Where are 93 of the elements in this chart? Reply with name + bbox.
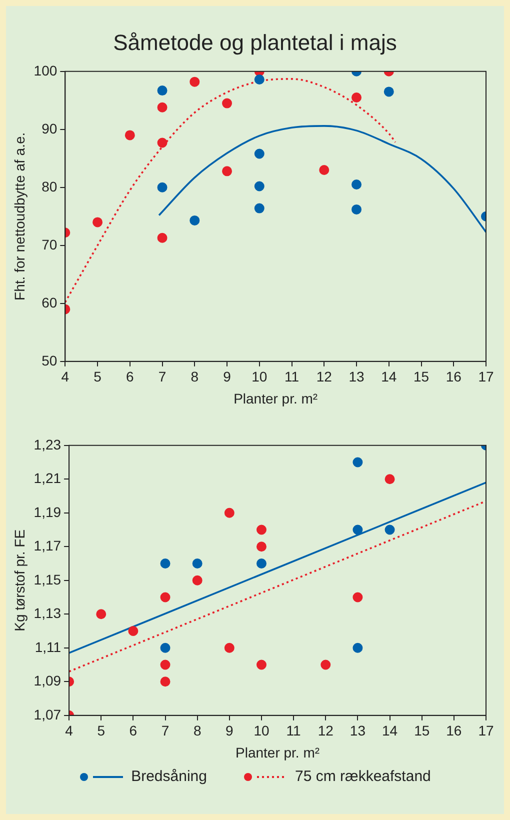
x-tick-label: 8 [190,368,199,385]
y-tick-label: 1,11 [34,638,62,655]
point [352,642,363,653]
x-tick-label: 5 [94,368,102,385]
point [384,474,395,484]
point [190,76,200,87]
point [92,217,103,228]
x-tick-label: 15 [414,722,430,739]
y-tick-label: 1,07 [34,706,62,722]
x-axis-title: Planter pr. m² [234,390,318,406]
point [256,558,266,569]
y-tick-label: 60 [42,294,58,310]
y-tick-label: 90 [42,120,58,136]
x-tick-label: 6 [129,722,138,739]
point [352,92,362,102]
point [192,575,202,586]
x-tick-label: 17 [478,722,494,739]
line-series [158,125,486,233]
x-tick-label: 7 [161,722,170,739]
legend-label: 75 cm rækkeafstand [294,768,431,785]
x-tick-label: 8 [193,722,202,739]
point [192,558,202,569]
point [256,524,266,535]
x-tick-label: 11 [286,722,302,739]
point [254,181,264,192]
x-tick-label: 13 [348,368,365,385]
y-tick-label: 1,23 [34,436,62,452]
point [157,182,168,192]
point [224,642,234,653]
point [254,74,264,85]
point [254,203,264,214]
x-tick-label: 9 [226,722,234,739]
point [124,130,135,140]
point [256,542,266,552]
point [160,676,170,687]
y-tick-label: 1,09 [34,672,62,689]
y-tick-label: 1,15 [34,571,62,588]
x-tick-label: 4 [65,722,74,739]
point [352,457,363,468]
x-tick-label: 16 [446,722,462,739]
point [157,138,168,148]
y-tick-label: 1,19 [34,504,62,520]
x-tick-label: 17 [478,368,494,385]
x-tick-label: 7 [158,368,166,385]
y-axis-title: Kg tørstof pr. FE [11,529,28,632]
x-tick-label: 14 [381,368,397,385]
point [384,86,394,97]
legend-label: Bredsåning [131,768,207,785]
point [160,592,170,602]
x-tick-label: 12 [318,722,334,739]
x-tick-label: 6 [126,368,134,385]
point [352,204,362,214]
point [320,660,331,670]
point [224,508,234,518]
x-tick-label: 13 [350,722,366,739]
x-tick-label: 4 [61,368,70,385]
x-tick-label: 9 [223,368,232,385]
point [190,215,200,226]
y-tick-label: 70 [42,236,58,252]
y-tick-label: 80 [42,178,58,194]
point [352,524,363,535]
point [128,626,138,636]
point [157,102,168,112]
point [157,232,168,243]
point [352,592,363,602]
x-tick-label: 12 [316,368,332,385]
point [254,148,264,159]
y-tick-label: 50 [42,352,58,368]
y-tick-label: 1,21 [34,470,62,486]
x-tick-label: 11 [284,368,300,385]
x-axis-title: Planter pr. m² [236,744,320,760]
y-tick-label: 1,13 [34,605,62,622]
y-axis-title: Fht. for nettoudbytte af a.e. [11,132,28,300]
point [160,558,170,569]
point [352,180,362,190]
y-tick-label: 100 [34,62,58,78]
x-tick-label: 5 [97,722,106,739]
x-tick-label: 14 [382,722,398,739]
point [160,660,170,670]
chart-title: Såmetode og plantetal i majs [112,30,398,57]
point [222,166,232,176]
point [157,86,168,96]
point [384,524,395,535]
point [160,642,170,653]
y-tick-label: 1,17 [34,538,62,554]
x-tick-label: 10 [254,722,270,739]
point [222,98,232,108]
point [96,609,106,620]
x-tick-label: 10 [252,368,268,385]
x-tick-label: 16 [446,368,462,385]
point [256,660,266,670]
x-tick-label: 15 [413,368,430,385]
point [319,165,330,175]
